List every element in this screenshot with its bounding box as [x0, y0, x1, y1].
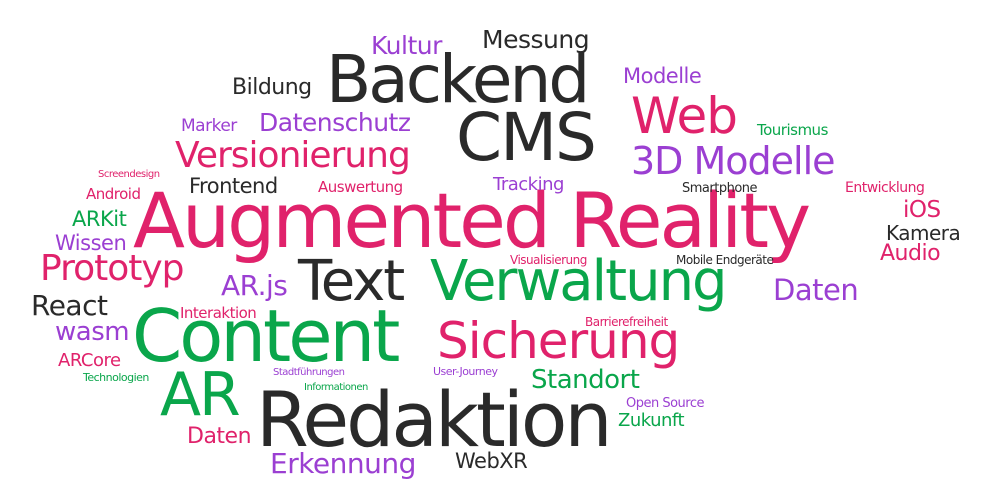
word-kamera: Kamera: [886, 221, 961, 245]
word-cms: CMS: [456, 99, 597, 176]
word-ar: AR: [160, 360, 241, 430]
word-interaktion: Interaktion: [180, 304, 257, 322]
word-tracking: Tracking: [493, 174, 564, 195]
word-open-source: Open Source: [626, 396, 705, 411]
word-ios: iOS: [903, 197, 941, 223]
word-3d-modelle: 3D Modelle: [631, 139, 836, 183]
word-sicherung: Sicherung: [437, 312, 680, 370]
word-arkit: ARKit: [72, 207, 127, 231]
word-messung: Messung: [482, 25, 590, 54]
word-tourismus: Tourismus: [757, 121, 828, 139]
word-standort: Standort: [531, 365, 640, 395]
word-datenschutz: Datenschutz: [259, 108, 411, 137]
word-ar-js: AR.js: [221, 269, 288, 302]
word-audio: Audio: [880, 241, 941, 266]
word-augmented-reality: Augmented Reality: [133, 176, 811, 265]
word-erkennung: Erkennung: [270, 447, 416, 480]
word-user-journey: User-Journey: [433, 365, 498, 378]
word-modelle: Modelle: [623, 64, 702, 88]
word-entwicklung: Entwicklung: [845, 180, 925, 196]
word-android: Android: [86, 185, 141, 203]
word-zukunft: Zukunft: [618, 410, 685, 431]
word-wissen: Wissen: [55, 231, 127, 255]
word-webxr: WebXR: [455, 449, 528, 473]
word-stadtfuehrungen: Stadtführungen: [273, 367, 345, 378]
word-mobile-endgeraete: Mobile Endgeräte: [676, 253, 774, 267]
word-wasm: wasm: [55, 317, 130, 347]
word-versionierung: Versionierung: [175, 135, 411, 176]
word-arcore: ARCore: [58, 350, 121, 371]
word-frontend: Frontend: [189, 174, 278, 198]
word-kultur: Kultur: [371, 31, 442, 60]
word-text: Text: [298, 249, 405, 314]
word-prototyp: Prototyp: [40, 248, 185, 289]
word-backend: Backend: [326, 41, 590, 118]
word-react: React: [31, 289, 108, 322]
word-visualisierung: Visualisierung: [510, 253, 587, 267]
word-verwaltung: Verwaltung: [430, 249, 728, 314]
word-smartphone: Smartphone: [682, 181, 758, 196]
word-daten-right: Daten: [773, 273, 859, 307]
word-redaktion: Redaktion: [256, 375, 613, 464]
word-web: Web: [631, 87, 738, 145]
word-content: Content: [132, 294, 400, 378]
word-informationen: Informationen: [304, 382, 368, 393]
word-marker: Marker: [181, 116, 237, 136]
word-daten-left: Daten: [187, 424, 252, 449]
word-barrierefreiheit: Barrierefreiheit: [585, 315, 668, 329]
word-auswertung: Auswertung: [318, 178, 403, 196]
word-screendesign: Screendesign: [98, 169, 160, 180]
word-bildung: Bildung: [232, 75, 312, 100]
word-technologien: Technologien: [83, 371, 149, 384]
